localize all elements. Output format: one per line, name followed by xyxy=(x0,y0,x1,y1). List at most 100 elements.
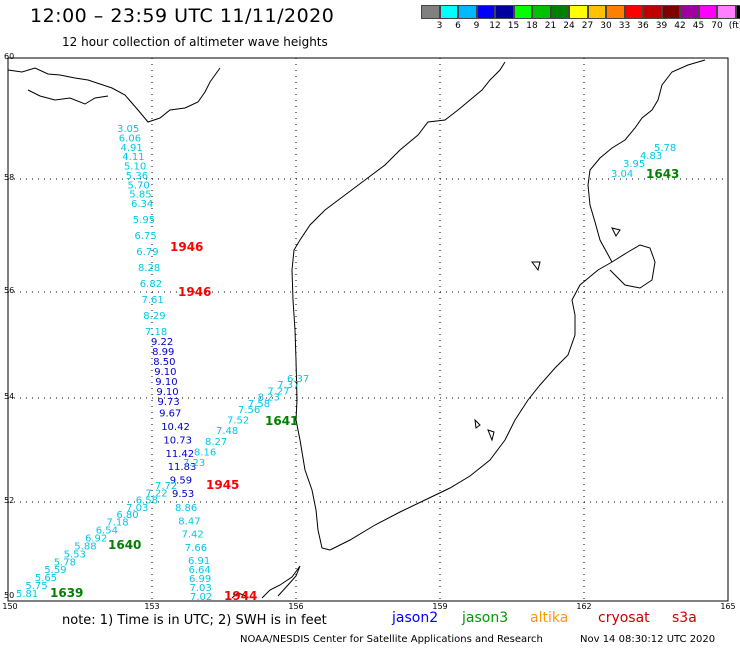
pass-time-label: 1643 xyxy=(646,167,679,181)
swh-value-jason3: 6.58 xyxy=(136,496,158,507)
swh-value-s3a: 5.85 xyxy=(129,190,151,201)
swh-value-jason3: 7.52 xyxy=(227,416,249,427)
map-frame xyxy=(7,57,729,602)
latitude-tick-label: 58 xyxy=(4,173,15,182)
pass-time-label: 1641 xyxy=(265,414,298,428)
latitude-tick-label: 56 xyxy=(4,286,15,295)
swh-value-s3a: 7.61 xyxy=(142,295,164,306)
scale-swatch xyxy=(458,5,477,19)
swh-value-jason3: 7.22 xyxy=(145,488,167,499)
swh-value-jason3: 6.54 xyxy=(96,526,118,537)
swh-value-jason3: 7.18 xyxy=(106,518,128,529)
swh-value-jason3: 5.75 xyxy=(25,581,47,592)
swh-value-jason3: 5.88 xyxy=(74,541,96,552)
scale-swatch xyxy=(606,5,625,19)
swh-value-jason2: 9.59 xyxy=(170,476,192,487)
scale-label: 27 xyxy=(581,21,594,31)
scale-swatch xyxy=(439,5,458,19)
scale-swatch xyxy=(513,5,532,19)
swh-value-s3a: 6.64 xyxy=(189,565,211,576)
color-scale-boxes xyxy=(421,5,740,19)
scale-label: 36 xyxy=(637,21,649,31)
scale-label: 9 xyxy=(473,21,480,31)
scale-swatch xyxy=(532,5,551,19)
swh-value-jason2: 8.99 xyxy=(152,347,174,358)
swh-value-jason3: 3.95 xyxy=(623,159,645,170)
swh-value-s3a: 7.42 xyxy=(182,530,204,541)
scale-swatch xyxy=(495,5,514,19)
scale-label: 18 xyxy=(526,21,538,31)
scale-label: 21 xyxy=(544,21,557,31)
longitude-tick-label: 156 xyxy=(288,602,304,611)
swh-value-jason2: 9.10 xyxy=(155,377,177,388)
scale-label: 33 xyxy=(618,21,631,31)
swh-value-jason2: 10.73 xyxy=(163,436,192,447)
pass-time-label: 1639 xyxy=(50,586,83,600)
swh-value-jason2: 9.10 xyxy=(156,387,178,398)
swh-value-s3a: 8.29 xyxy=(143,311,165,322)
swh-value-s3a: 6.82 xyxy=(140,279,162,290)
scale-label: 30 xyxy=(600,21,612,31)
map-title: 12:00 – 23:59 UTC 11/11/2020 xyxy=(30,5,335,27)
swh-value-jason3: 6.80 xyxy=(116,510,138,521)
scale-swatch xyxy=(550,5,569,19)
scale-label: 15 xyxy=(507,21,520,31)
scale-swatch xyxy=(569,5,588,19)
scale-swatch xyxy=(680,5,699,19)
map-subtitle: 12 hour collection of altimeter wave hei… xyxy=(62,35,328,49)
longitude-tick-label: 162 xyxy=(576,602,592,611)
swh-value-jason3: 7.27 xyxy=(267,386,289,397)
longitude-tick-label: 150 xyxy=(2,602,18,611)
swh-value-jason2: 9.10 xyxy=(154,367,176,378)
scale-label: (ft) xyxy=(728,21,740,31)
swh-value-jason3: 4.83 xyxy=(640,151,662,162)
pass-time-label: 1946 xyxy=(178,285,211,299)
latitude-tick-label: 54 xyxy=(4,392,15,401)
pass-time-label: 1944 xyxy=(224,589,257,603)
swh-value-s3a: 3.05 xyxy=(117,124,139,135)
legend-jason3: jason3 xyxy=(462,610,509,626)
scale-swatch xyxy=(587,5,606,19)
swh-value-jason2: 9.73 xyxy=(158,397,180,408)
swh-value-s3a: 6.75 xyxy=(135,231,157,242)
swh-value-s3a: 5.36 xyxy=(126,171,148,182)
swh-value-s3a: 6.34 xyxy=(131,199,153,210)
swh-value-s3a: 6.06 xyxy=(119,133,141,144)
swh-value-jason2: 11.83 xyxy=(168,462,197,473)
swh-value-jason3: 7.56 xyxy=(238,405,260,416)
generated-timestamp: Nov 14 08:30:12 UTC 2020 xyxy=(580,634,716,645)
lat-lon-grid xyxy=(8,58,728,601)
swh-value-jason2: 9.53 xyxy=(172,489,194,500)
scale-label: 39 xyxy=(655,21,668,31)
swh-value-jason3: 5.78 xyxy=(654,143,676,154)
scale-swatch xyxy=(717,5,736,19)
scale-label: 24 xyxy=(563,21,575,31)
swh-value-jason3: 6.37 xyxy=(287,374,309,385)
swh-value-s3a: 8.47 xyxy=(178,516,200,527)
swh-value-jason3: 7.48 xyxy=(216,426,238,437)
swh-value-s3a: 7.18 xyxy=(145,327,167,338)
swh-value-jason2: 8.50 xyxy=(153,357,175,368)
swh-value-jason3: 5.81 xyxy=(16,589,38,600)
swh-value-jason3: 7.37 xyxy=(277,380,299,391)
swh-value-s3a: 8.28 xyxy=(138,263,160,274)
credit-text: NOAA/NESDIS Center for Satellite Applica… xyxy=(240,634,543,645)
scale-label: 3 xyxy=(436,21,443,31)
scale-swatch xyxy=(735,5,740,19)
swh-value-s3a: 5.70 xyxy=(128,180,150,191)
legend-cryosat: cryosat xyxy=(598,610,650,626)
longitude-tick-label: 159 xyxy=(432,602,448,611)
scale-swatch xyxy=(643,5,662,19)
scale-label: 42 xyxy=(674,21,686,31)
swh-value-s3a: 5.95 xyxy=(133,215,155,226)
swh-value-s3a: 7.02 xyxy=(190,592,212,603)
longitude-tick-label: 165 xyxy=(720,602,736,611)
scale-swatch xyxy=(421,5,440,19)
swh-value-jason2: 11.42 xyxy=(166,449,195,460)
wave-height-tracks: 3.056.064.914.115.105.365.705.856.34 5.95… xyxy=(16,124,676,603)
legend-jason2: jason2 xyxy=(392,610,439,626)
swh-value-s3a: 6.99 xyxy=(189,574,211,585)
